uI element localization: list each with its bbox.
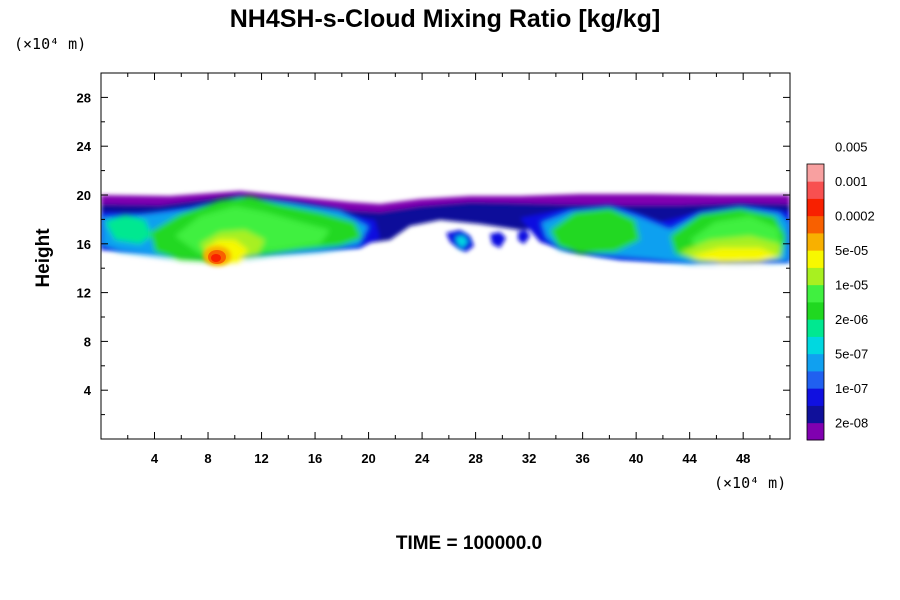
x-tick-label: 4: [151, 451, 159, 466]
y-tick-label: 8: [84, 334, 91, 349]
time-label: TIME = 100000.0: [396, 533, 542, 554]
colorbar-swatch: [807, 388, 824, 406]
x-tick-label: 40: [629, 451, 643, 466]
y-tick-label: 28: [77, 90, 91, 105]
plot-area: [101, 73, 790, 439]
cloud-layer-0002-right: [690, 248, 778, 263]
colorbar-swatch: [807, 319, 824, 337]
plot-frame: [100, 72, 791, 440]
colorbar-swatch: [807, 371, 824, 389]
colorbar-label: 1e-05: [835, 277, 868, 292]
cloud-layer-1e-05-right-a: [550, 208, 640, 254]
x-tick-label: 48: [736, 451, 750, 466]
colorbar-swatch: [807, 181, 824, 199]
y-tick-label: 16: [77, 237, 91, 252]
y-tick-label: 24: [77, 139, 92, 154]
colorbar-swatch: [807, 267, 824, 286]
colorbar-label: 1e-07: [835, 381, 868, 396]
x-tick-label: 32: [522, 451, 536, 466]
colorbar-swatch: [807, 284, 824, 303]
colorbar-label: 2e-06: [835, 312, 868, 327]
y-tick-label: 4: [84, 383, 92, 398]
colorbar-label: 0.0002: [835, 208, 875, 223]
x-tick-label: 12: [254, 451, 268, 466]
colorbar-label: 5e-07: [835, 346, 868, 361]
colorbar-swatch: [807, 164, 824, 182]
colorbar-frame: [806, 163, 825, 441]
y-tick-label: 20: [77, 188, 91, 203]
cloud-blob-cyan-1: [454, 234, 470, 250]
x-tick-label: 8: [204, 451, 211, 466]
colorbar-swatch: [807, 250, 824, 268]
colorbar-label: 5e-05: [835, 243, 868, 258]
colorbar-swatch: [807, 353, 824, 372]
colorbar-swatch: [807, 336, 824, 355]
cloud-blob-small-3: [518, 230, 530, 244]
colorbar-swatch: [807, 215, 824, 234]
x-tick-label: 44: [682, 451, 697, 466]
x-axis: 4 8 12 16 20 24 28 32 36 40 44 48: [127, 73, 771, 466]
y-tick-label: 12: [77, 286, 91, 301]
x-tick-label: 16: [308, 451, 322, 466]
x-tick-label: 24: [415, 451, 430, 466]
colorbar: 2e-08 1e-07 5e-07 2e-06 1e-05 5e-05 0.0002 0.00…: [806, 139, 875, 441]
x-axis-unit: (×10⁴ m): [714, 474, 786, 492]
cloud-field-inner: [101, 196, 790, 264]
y-axis: 4 8 12 16 20 24 28: [77, 72, 790, 416]
cloud-blob-small-2: [490, 232, 506, 248]
colorbar-label: 0.005: [835, 139, 868, 154]
y-axis-label: Height: [33, 228, 54, 288]
x-tick-label: 28: [468, 451, 482, 466]
colorbar-swatch: [807, 422, 824, 441]
x-tick-label: 20: [361, 451, 375, 466]
chart-title: NH4SH-s-Cloud Mixing Ratio [kg/kg]: [230, 5, 661, 33]
colorbar-label: 0.001: [835, 174, 868, 189]
y-axis-unit: (×10⁴ m): [14, 35, 86, 53]
colorbar-label: 2e-08: [835, 415, 868, 430]
cloud-max: [203, 246, 231, 266]
cloud-layer-1e-05-far-left: [105, 214, 152, 244]
colorbar-swatch: [807, 302, 824, 320]
colorbar-swatch: [807, 198, 824, 217]
colorbar-swatch: [807, 405, 824, 424]
colorbar-swatch: [807, 233, 824, 251]
x-tick-label: 36: [575, 451, 589, 466]
